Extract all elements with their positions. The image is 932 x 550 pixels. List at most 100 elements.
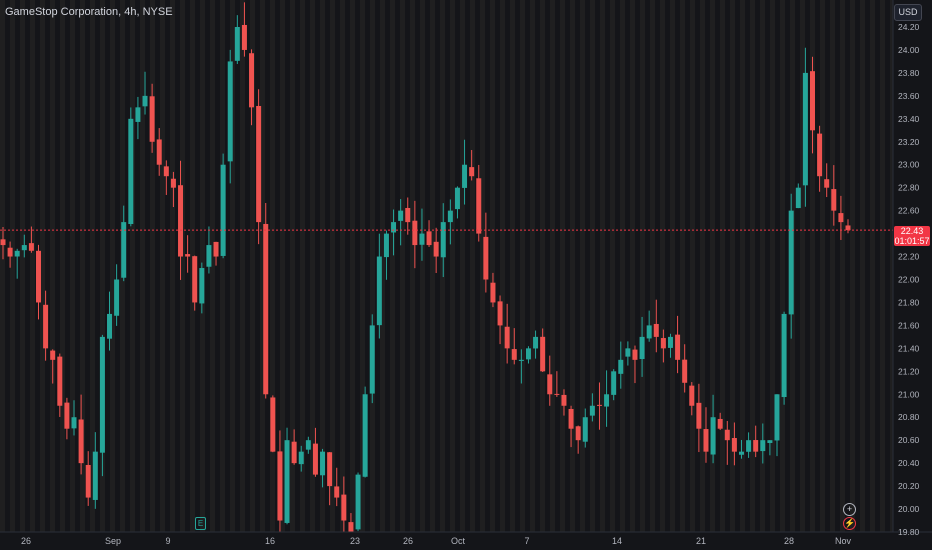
candle-body	[50, 350, 56, 360]
candle-body	[589, 405, 595, 416]
session-stripe	[460, 0, 465, 532]
candle-body	[511, 349, 517, 360]
symbol-title[interactable]: GameStop Corporation, 4h, NYSE	[5, 6, 173, 18]
session-stripe	[180, 0, 185, 532]
session-stripe	[310, 0, 315, 532]
candle-body	[660, 338, 666, 349]
candle-body	[7, 247, 13, 257]
session-stripe	[290, 0, 295, 532]
candle-body	[717, 418, 723, 429]
candle-body	[809, 71, 815, 131]
earnings-event-badge[interactable]: E	[195, 517, 206, 530]
session-stripe	[830, 0, 835, 532]
candle-body	[824, 179, 830, 188]
candle-body	[696, 402, 702, 429]
candle-body	[156, 139, 162, 165]
price-tick-label: 23.20	[898, 137, 920, 147]
session-stripe	[30, 0, 35, 532]
candle-body	[483, 236, 489, 280]
candle-body	[817, 133, 823, 177]
session-stripe	[530, 0, 535, 532]
session-stripe	[770, 0, 775, 532]
candle-body	[405, 207, 411, 223]
session-stripe	[510, 0, 515, 532]
price-tick-label: 21.80	[898, 297, 920, 307]
time-tick-label: 16	[265, 536, 275, 546]
candle-body	[21, 245, 27, 251]
price-tick-label: 23.00	[898, 160, 920, 170]
candle-body	[582, 417, 588, 442]
currency-button[interactable]: USD	[894, 4, 922, 21]
session-stripe	[520, 0, 525, 532]
candle-body	[469, 167, 475, 177]
session-stripe	[780, 0, 785, 532]
candle-body	[305, 440, 311, 450]
candle-body	[426, 231, 432, 246]
session-stripe	[40, 0, 45, 532]
price-axis-panel[interactable]	[893, 0, 932, 532]
session-stripe	[230, 0, 235, 532]
candle-body	[504, 326, 510, 349]
candle-body	[220, 164, 226, 256]
candle-body	[497, 301, 503, 326]
price-axis: 24.20 24.00 23.80 23.60 23.40 23.20 23.00 22.80…	[898, 22, 920, 537]
candle-body	[192, 256, 198, 303]
candle-body	[391, 222, 397, 233]
candle-body	[703, 429, 709, 452]
candle-body	[462, 164, 468, 188]
candle-body	[646, 325, 652, 339]
session-stripe	[200, 0, 205, 532]
time-tick-label: 21	[696, 536, 706, 546]
candle-body	[738, 451, 744, 455]
time-axis-panel[interactable]	[0, 532, 932, 550]
session-stripe	[620, 0, 625, 532]
candle-body	[383, 233, 389, 258]
session-stripe	[280, 0, 285, 532]
candle-body	[135, 107, 141, 122]
candle-body	[547, 374, 553, 395]
price-tick-label: 19.80	[898, 527, 920, 537]
last-price-value: 22.43	[900, 226, 924, 236]
session-stripe	[20, 0, 25, 532]
session-stripe	[480, 0, 485, 532]
candle-body	[845, 225, 851, 231]
candle-body	[689, 385, 695, 406]
candle-body	[632, 349, 638, 360]
candle-body	[249, 53, 255, 108]
candle-body	[533, 336, 539, 349]
candle-body	[348, 522, 354, 532]
session-stripe	[550, 0, 555, 532]
session-stripe	[750, 0, 755, 532]
candle-body	[0, 239, 6, 246]
candle-body	[99, 336, 105, 453]
lightning-icon[interactable]: ⚡	[843, 517, 856, 530]
session-stripe	[340, 0, 345, 532]
candle-body	[710, 417, 716, 455]
session-stripe	[880, 0, 885, 532]
price-tick-label: 22.60	[898, 206, 920, 216]
time-tick-label: Oct	[451, 536, 466, 546]
session-stripe	[860, 0, 865, 532]
candle-body	[568, 408, 574, 429]
session-stripe	[570, 0, 575, 532]
candle-body	[831, 189, 837, 211]
candle-body	[540, 336, 546, 372]
candle-body	[838, 213, 844, 223]
candle-body	[760, 440, 766, 452]
session-stripe	[390, 0, 395, 532]
candle-body	[561, 394, 567, 406]
plus-icon[interactable]: +	[843, 503, 856, 516]
candle-body	[525, 348, 531, 360]
candle-body	[596, 404, 602, 406]
candle-body	[731, 438, 737, 452]
session-stripe	[810, 0, 815, 532]
price-tick-label: 21.60	[898, 320, 920, 330]
candle-body	[667, 336, 673, 348]
candle-body	[107, 313, 113, 339]
session-stripe	[210, 0, 215, 532]
candle-body	[227, 61, 233, 162]
session-stripe	[710, 0, 715, 532]
candle-body	[149, 96, 155, 142]
candle-body	[774, 394, 780, 441]
